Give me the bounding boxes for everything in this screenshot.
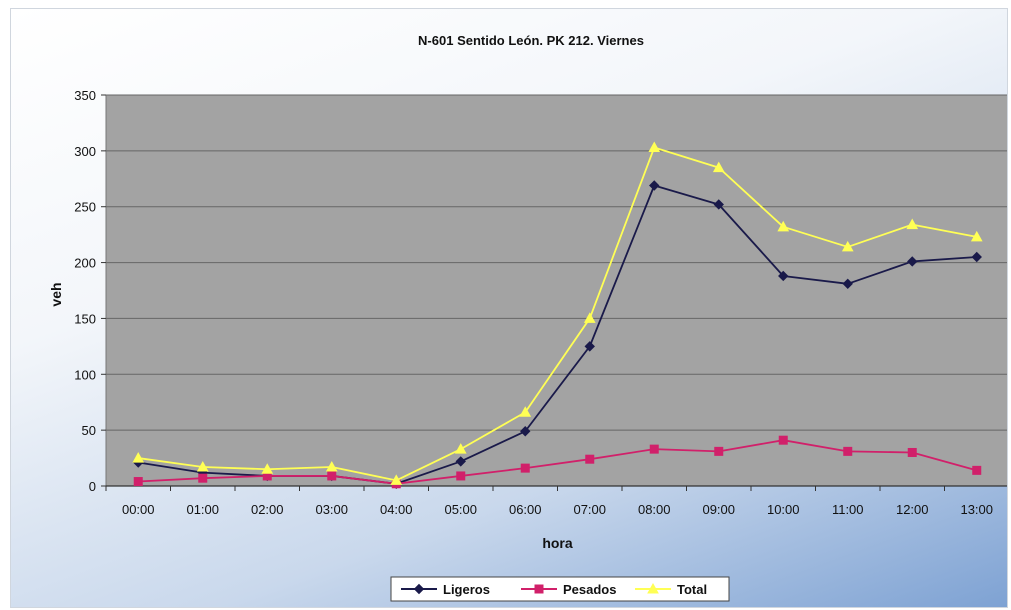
plot-area bbox=[105, 94, 1007, 487]
y-tick-label: 100 bbox=[74, 367, 96, 382]
x-tick-label: 02:00 bbox=[251, 502, 284, 517]
series-pesados bbox=[133, 435, 982, 489]
data-point-pesados bbox=[133, 477, 143, 487]
x-tick-label: 12:00 bbox=[896, 502, 929, 517]
legend-marker-ligeros bbox=[413, 583, 425, 595]
y-tick-label: 150 bbox=[74, 311, 96, 326]
data-point-pesados bbox=[198, 473, 208, 483]
x-axis-title: hora bbox=[542, 535, 573, 551]
data-point-pesados bbox=[972, 465, 982, 475]
series-total bbox=[132, 141, 983, 485]
data-point-total bbox=[261, 463, 274, 474]
series-line-pesados bbox=[138, 439, 977, 485]
data-point-total bbox=[519, 406, 532, 417]
x-tick-label: 04:00 bbox=[380, 502, 413, 517]
data-point-pesados bbox=[714, 446, 724, 456]
data-point-ligeros bbox=[520, 426, 531, 437]
data-point-total bbox=[132, 452, 145, 463]
data-point-total bbox=[583, 312, 596, 323]
x-tick-label: 11:00 bbox=[832, 502, 864, 517]
x-axis-ticks: 00:00 01:00 02:00 03:00 04:00 05:00 06:00 07:00… bbox=[105, 486, 993, 517]
data-point-total bbox=[841, 240, 854, 252]
chart-title: N-601 Sentido León. PK 212. Viernes bbox=[418, 33, 644, 48]
data-point-pesados bbox=[907, 447, 917, 457]
x-tick-label: 06:00 bbox=[509, 502, 542, 517]
x-tick-label: 13:00 bbox=[960, 502, 993, 517]
legend-box bbox=[390, 576, 730, 602]
x-tick-label: 07:00 bbox=[573, 502, 606, 517]
x-tick-label: 08:00 bbox=[638, 502, 671, 517]
data-point-pesados bbox=[456, 471, 466, 481]
y-tick-label: 50 bbox=[82, 423, 96, 438]
data-point-total bbox=[454, 443, 467, 454]
data-point-ligeros bbox=[842, 278, 853, 290]
grid-lines bbox=[106, 94, 1007, 487]
y-tick-label: 300 bbox=[74, 144, 96, 159]
data-point-pesados bbox=[585, 454, 595, 464]
data-point-ligeros bbox=[649, 180, 660, 191]
data-point-total bbox=[648, 141, 661, 153]
legend-marker-pesados bbox=[534, 584, 544, 594]
data-point-pesados bbox=[649, 444, 659, 454]
y-tick-label: 250 bbox=[74, 200, 96, 215]
data-point-pesados bbox=[520, 463, 530, 473]
data-point-pesados bbox=[327, 471, 337, 481]
legend-marker-total bbox=[647, 582, 659, 594]
series-layer bbox=[132, 141, 983, 489]
data-point-total bbox=[906, 218, 919, 230]
data-point-total bbox=[390, 474, 403, 485]
line-chart: N-601 Sentido León. PK 212. Viernes 0 50 1… bbox=[48, 33, 1007, 602]
x-tick-label: 00:00 bbox=[122, 502, 155, 517]
data-point-total bbox=[196, 460, 209, 472]
data-point-ligeros bbox=[778, 270, 789, 282]
y-tick-label: 0 bbox=[89, 479, 96, 494]
x-tick-label: 03:00 bbox=[315, 502, 348, 517]
data-point-pesados bbox=[843, 446, 853, 456]
data-point-total bbox=[712, 161, 725, 173]
data-point-ligeros bbox=[584, 341, 595, 352]
data-point-ligeros bbox=[713, 199, 724, 210]
x-tick-label: 01:00 bbox=[186, 502, 219, 517]
y-tick-label: 200 bbox=[74, 256, 96, 271]
data-point-ligeros bbox=[907, 256, 918, 267]
x-tick-label: 05:00 bbox=[444, 502, 477, 517]
legend-label-pesados: Pesados bbox=[563, 582, 616, 597]
legend-label-total: Total bbox=[677, 582, 707, 597]
legend: Ligeros Pesados Total bbox=[390, 576, 730, 602]
data-point-ligeros bbox=[971, 251, 982, 263]
data-point-ligeros bbox=[455, 456, 466, 467]
series-line-total bbox=[138, 146, 977, 482]
x-tick-label: 10:00 bbox=[767, 502, 800, 517]
data-point-total bbox=[777, 220, 790, 232]
data-point-total bbox=[325, 460, 338, 472]
y-tick-label: 350 bbox=[74, 88, 96, 103]
legend-label-ligeros: Ligeros bbox=[443, 582, 490, 597]
y-axis-title: veh bbox=[48, 282, 64, 306]
data-point-total bbox=[970, 230, 983, 242]
chart-frame: N-601 Sentido León. PK 212. Viernes 0 50 1… bbox=[10, 8, 1008, 608]
data-point-pesados bbox=[778, 435, 788, 445]
y-axis-ticks: 0 50 100 150 200 250 300 350 bbox=[74, 88, 106, 494]
x-tick-label: 09:00 bbox=[702, 502, 735, 517]
